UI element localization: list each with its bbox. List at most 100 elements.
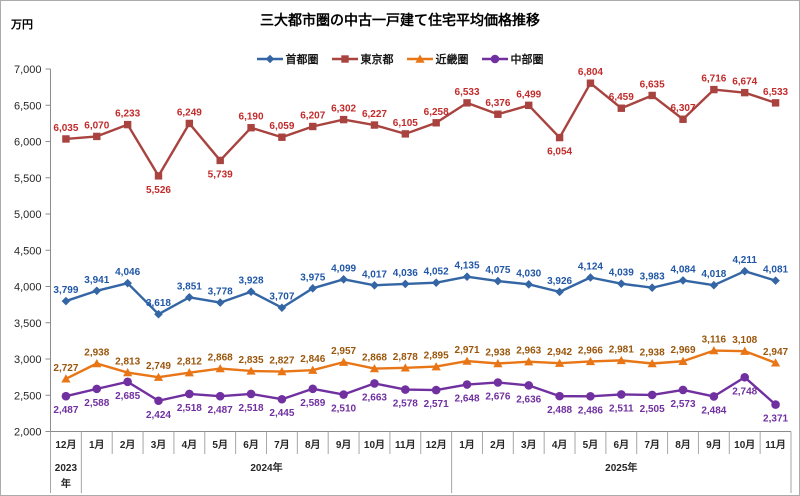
series-marker-kinki-11 — [400, 363, 410, 372]
series-marker-shutoken-3 — [154, 309, 163, 319]
series-marker-shutoken-6 — [246, 287, 256, 297]
data-label-chubu-6: 2,518 — [239, 403, 264, 414]
series-marker-tokyo-4 — [185, 119, 194, 128]
series-marker-tokyo-20 — [679, 115, 687, 123]
series-marker-chubu-23 — [771, 400, 780, 409]
data-label-kinki-9: 2,957 — [331, 346, 356, 357]
series-marker-tokyo-6 — [247, 124, 255, 132]
data-label-shutoken-16: 3,926 — [547, 276, 572, 287]
data-label-shutoken-23: 4,081 — [763, 265, 788, 276]
legend-square-icon — [331, 55, 358, 63]
data-label-kinki-16: 2,942 — [547, 347, 572, 358]
data-label-shutoken-5: 3,778 — [208, 287, 233, 298]
y-axis-tick-label: 7,000 — [14, 64, 42, 76]
data-label-tokyo-7: 6,059 — [269, 121, 294, 132]
x-axis-month-label: 5月 — [212, 439, 228, 451]
data-label-tokyo-15: 6,499 — [516, 89, 541, 100]
series-marker-kinki-19 — [647, 358, 657, 368]
data-label-chubu-18: 2,511 — [609, 403, 634, 414]
data-label-kinki-19: 2,938 — [640, 347, 665, 358]
series-marker-shutoken-1 — [92, 286, 102, 296]
series-marker-tokyo-9 — [339, 115, 348, 124]
data-label-kinki-0: 2,727 — [53, 363, 78, 374]
series-marker-kinki-5 — [215, 364, 225, 373]
x-axis-month-label: 12月 — [426, 439, 447, 451]
series-marker-shutoken-5 — [215, 298, 225, 307]
series-marker-chubu-9 — [339, 390, 348, 399]
x-axis-month-label: 1月 — [459, 439, 475, 451]
data-label-chubu-7: 2,445 — [269, 408, 294, 419]
series-marker-chubu-18 — [617, 390, 626, 399]
data-label-kinki-4: 2,812 — [177, 357, 202, 368]
series-marker-chubu-11 — [401, 385, 410, 394]
data-label-chubu-5: 2,487 — [208, 405, 233, 416]
x-axis-month-label: 4月 — [552, 439, 568, 451]
series-marker-kinki-17 — [585, 356, 596, 366]
data-label-kinki-2: 2,813 — [115, 357, 140, 368]
series-marker-shutoken-20 — [678, 276, 688, 285]
series-marker-kinki-4 — [184, 368, 194, 377]
series-marker-tokyo-12 — [432, 119, 440, 127]
series-marker-shutoken-7 — [277, 303, 287, 313]
series-marker-chubu-2 — [123, 377, 132, 387]
series-marker-chubu-16 — [555, 391, 564, 401]
data-label-chubu-16: 2,488 — [547, 405, 572, 416]
legend-marker-chubu — [490, 54, 499, 64]
data-label-kinki-11: 2,878 — [393, 352, 418, 363]
y-axis-tick-label: 4,000 — [14, 282, 42, 294]
data-label-shutoken-22: 4,211 — [732, 255, 757, 266]
legend-label-chubu: 中部圏 — [510, 54, 544, 66]
data-label-shutoken-13: 4,135 — [455, 261, 480, 272]
series-marker-tokyo-16 — [555, 133, 564, 142]
series-marker-chubu-4 — [185, 389, 194, 399]
legend-label-kinki: 近畿圏 — [435, 54, 469, 66]
data-label-shutoken-9: 4,099 — [331, 263, 356, 274]
data-label-tokyo-0: 6,035 — [53, 123, 78, 134]
series-marker-shutoken-19 — [647, 283, 657, 293]
series-marker-tokyo-22 — [741, 88, 749, 97]
data-label-kinki-23: 2,947 — [763, 347, 788, 358]
legend-triangle-icon — [406, 54, 433, 63]
data-label-kinki-13: 2,971 — [455, 345, 480, 356]
x-axis-month-label: 7月 — [644, 439, 660, 451]
series-marker-tokyo-2 — [123, 120, 132, 129]
chart-legend: 首都圏 東京都 近畿圏 中部圏 — [1, 51, 799, 67]
data-label-shutoken-12: 4,052 — [424, 267, 449, 278]
series-marker-shutoken-23 — [771, 276, 780, 285]
data-label-tokyo-2: 6,233 — [115, 109, 140, 120]
series-marker-tokyo-19 — [648, 91, 656, 100]
data-label-kinki-18: 2,981 — [609, 344, 634, 355]
series-marker-shutoken-17 — [586, 273, 595, 282]
data-label-tokyo-19: 6,635 — [640, 79, 665, 90]
series-marker-kinki-21 — [709, 346, 719, 355]
data-label-kinki-12: 2,895 — [424, 351, 449, 362]
chart-title: 三大都市圏の中古一戸建て住宅平均価格推移 — [260, 12, 540, 28]
data-label-tokyo-13: 6,533 — [455, 87, 480, 98]
data-label-kinki-14: 2,938 — [485, 347, 510, 358]
data-label-chubu-22: 2,748 — [732, 386, 757, 397]
series-marker-kinki-16 — [554, 358, 565, 367]
series-marker-tokyo-21 — [710, 85, 718, 94]
series-marker-kinki-0 — [61, 374, 71, 383]
data-label-kinki-3: 2,749 — [146, 361, 171, 372]
series-marker-shutoken-4 — [185, 293, 194, 302]
series-marker-tokyo-15 — [525, 101, 533, 110]
legend-item-shutoken: 首都圏 — [256, 51, 319, 67]
x-axis-month-label: 2月 — [120, 439, 136, 451]
series-marker-shutoken-0 — [61, 296, 71, 306]
x-axis-month-label: 3月 — [151, 439, 167, 451]
data-label-chubu-10: 2,663 — [362, 392, 387, 403]
series-marker-kinki-23 — [770, 358, 781, 367]
series-marker-shutoken-13 — [462, 272, 472, 282]
series-marker-shutoken-12 — [431, 278, 441, 288]
series-marker-shutoken-16 — [555, 287, 564, 297]
data-label-tokyo-14: 6,376 — [485, 98, 510, 109]
x-axis-month-label: 7月 — [274, 439, 290, 451]
data-label-tokyo-16: 6,054 — [547, 147, 572, 158]
y-axis-tick-label: 5,500 — [14, 173, 42, 185]
legend-marker-tokyo — [340, 55, 349, 63]
data-label-tokyo-21: 6,716 — [701, 74, 726, 85]
y-axis-tick-label: 3,000 — [14, 354, 42, 366]
